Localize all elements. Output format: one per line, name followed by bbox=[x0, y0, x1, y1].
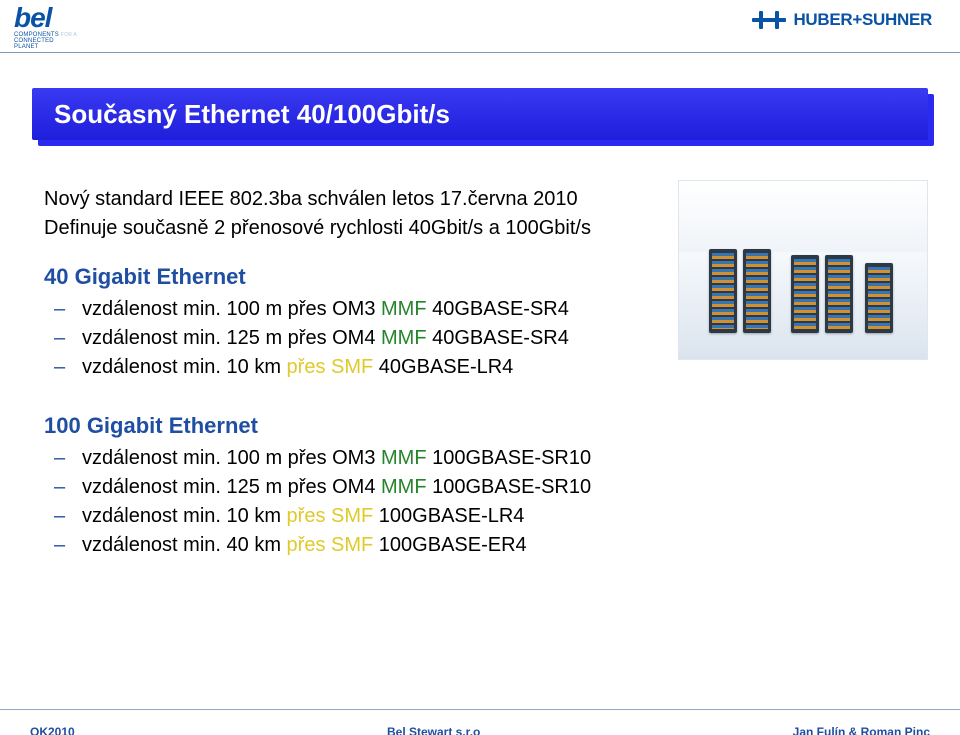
bullet-type: 100GBASE-SR10 bbox=[432, 447, 591, 469]
bel-wordmark: bel bbox=[14, 6, 51, 30]
bullet-text: vzdálenost min. 125 m přes OM4 MMF 100GB… bbox=[82, 476, 591, 499]
bullet-prefix: vzdálenost min. bbox=[82, 356, 227, 378]
bullet-type: 100GBASE-ER4 bbox=[379, 534, 527, 556]
content-area: Nový standard IEEE 802.3ba schválen leto… bbox=[44, 188, 684, 563]
intro-line-2: Definuje současně 2 přenosové rychlosti … bbox=[44, 217, 684, 240]
bullet-dash-icon: – bbox=[54, 447, 82, 470]
list-item: –vzdálenost min. 40 km přes SMF 100GBASE… bbox=[54, 534, 684, 557]
illustration-rack bbox=[825, 255, 853, 333]
bullet-smf-inline: přes SMF bbox=[287, 505, 374, 527]
bullet-type: 40GBASE-SR4 bbox=[432, 327, 569, 349]
illustration-rack bbox=[865, 263, 893, 333]
hs-wordmark: HUBER+SUHNER bbox=[793, 10, 932, 30]
illustration-rack bbox=[709, 249, 737, 333]
title-bar-face: Současný Ethernet 40/100Gbit/s bbox=[32, 88, 928, 140]
bullet-distance: 40 km přes SMF bbox=[227, 534, 374, 556]
bullet-mmf: MMF bbox=[375, 476, 432, 498]
bullet-dash-icon: – bbox=[54, 534, 82, 557]
bullet-text: vzdálenost min. 100 m přes OM3 MMF 40GBA… bbox=[82, 298, 569, 321]
bullet-distance: 10 km přes SMF bbox=[227, 356, 374, 378]
bullet-dash-icon: – bbox=[54, 505, 82, 528]
footer-center: Bel Stewart s.r.o bbox=[387, 725, 480, 735]
list-item: –vzdálenost min. 125 m přes OM4 MMF 40GB… bbox=[54, 327, 684, 350]
section1-heading: 40 Gigabit Ethernet bbox=[44, 264, 684, 290]
bullet-dash-icon: – bbox=[54, 356, 82, 379]
bullet-prefix: vzdálenost min. bbox=[82, 447, 227, 469]
bullet-distance: 125 m přes OM4 bbox=[227, 327, 376, 349]
list-item: –vzdálenost min. 100 m přes OM3 MMF 100G… bbox=[54, 447, 684, 470]
bullet-type: 40GBASE-SR4 bbox=[432, 298, 569, 320]
bullet-prefix: vzdálenost min. bbox=[82, 534, 227, 556]
bullet-text: vzdálenost min. 40 km přes SMF 100GBASE-… bbox=[82, 534, 527, 557]
header-bar: bel COMPONENTS FOR A CONNECTED PLANET HU… bbox=[0, 0, 960, 50]
bullet-text: vzdálenost min. 125 m přes OM4 MMF 40GBA… bbox=[82, 327, 569, 350]
section2-heading: 100 Gigabit Ethernet bbox=[44, 413, 684, 439]
illustration-datacenter bbox=[678, 180, 928, 360]
title-bar: Současný Ethernet 40/100Gbit/s bbox=[32, 88, 928, 140]
bullet-dash-icon: – bbox=[54, 298, 82, 321]
bullet-mmf: MMF bbox=[375, 447, 432, 469]
bullet-type: 100GBASE-LR4 bbox=[379, 505, 525, 527]
logo-hubersuhner: HUBER+SUHNER bbox=[751, 10, 932, 30]
section1-list: –vzdálenost min. 100 m přes OM3 MMF 40GB… bbox=[44, 298, 684, 379]
bullet-dash-icon: – bbox=[54, 327, 82, 350]
bullet-prefix: vzdálenost min. bbox=[82, 327, 227, 349]
bullet-type: 40GBASE-LR4 bbox=[379, 356, 514, 378]
section2-list: –vzdálenost min. 100 m přes OM3 MMF 100G… bbox=[44, 447, 684, 557]
list-item: –vzdálenost min. 100 m přes OM3 MMF 40GB… bbox=[54, 298, 684, 321]
footer-right: Jan Fulín & Roman Pinc bbox=[793, 725, 930, 735]
intro-line-1: Nový standard IEEE 802.3ba schválen leto… bbox=[44, 188, 684, 211]
bullet-mmf: MMF bbox=[375, 327, 432, 349]
bullet-distance: 100 m přes OM3 bbox=[227, 298, 376, 320]
list-item: –vzdálenost min. 10 km přes SMF 100GBASE… bbox=[54, 505, 684, 528]
page-title: Současný Ethernet 40/100Gbit/s bbox=[54, 99, 450, 130]
bullet-prefix: vzdálenost min. bbox=[82, 476, 227, 498]
bullet-smf-inline: přes SMF bbox=[287, 534, 374, 556]
footer-left: OK2010 bbox=[30, 725, 75, 735]
bullet-smf-inline: přes SMF bbox=[287, 356, 374, 378]
intro-paragraph: Nový standard IEEE 802.3ba schválen leto… bbox=[44, 188, 684, 240]
bullet-prefix: vzdálenost min. bbox=[82, 505, 227, 527]
header-divider bbox=[0, 52, 960, 53]
bullet-mmf: MMF bbox=[375, 298, 432, 320]
bullet-distance: 125 m přes OM4 bbox=[227, 476, 376, 498]
bullet-dash-icon: – bbox=[54, 476, 82, 499]
bullet-text: vzdálenost min. 10 km přes SMF 40GBASE-L… bbox=[82, 356, 513, 379]
hs-plus-icon bbox=[751, 10, 787, 30]
bullet-distance: 100 m přes OM3 bbox=[227, 447, 376, 469]
list-item: –vzdálenost min. 125 m přes OM4 MMF 100G… bbox=[54, 476, 684, 499]
bullet-text: vzdálenost min. 10 km přes SMF 100GBASE-… bbox=[82, 505, 524, 528]
bullet-distance: 10 km přes SMF bbox=[227, 505, 374, 527]
bel-tagline: COMPONENTS FOR A CONNECTED PLANET bbox=[14, 32, 77, 50]
illustration-rack bbox=[743, 249, 771, 333]
illustration-rack bbox=[791, 255, 819, 333]
tagline-planet: PLANET bbox=[14, 44, 39, 50]
tagline-for: FOR A bbox=[61, 32, 77, 38]
footer-bar: OK2010 Bel Stewart s.r.o Jan Fulín & Rom… bbox=[0, 709, 960, 735]
list-item: –vzdálenost min. 10 km přes SMF 40GBASE-… bbox=[54, 356, 684, 379]
bullet-prefix: vzdálenost min. bbox=[82, 298, 227, 320]
bullet-type: 100GBASE-SR10 bbox=[432, 476, 591, 498]
bullet-text: vzdálenost min. 100 m přes OM3 MMF 100GB… bbox=[82, 447, 591, 470]
